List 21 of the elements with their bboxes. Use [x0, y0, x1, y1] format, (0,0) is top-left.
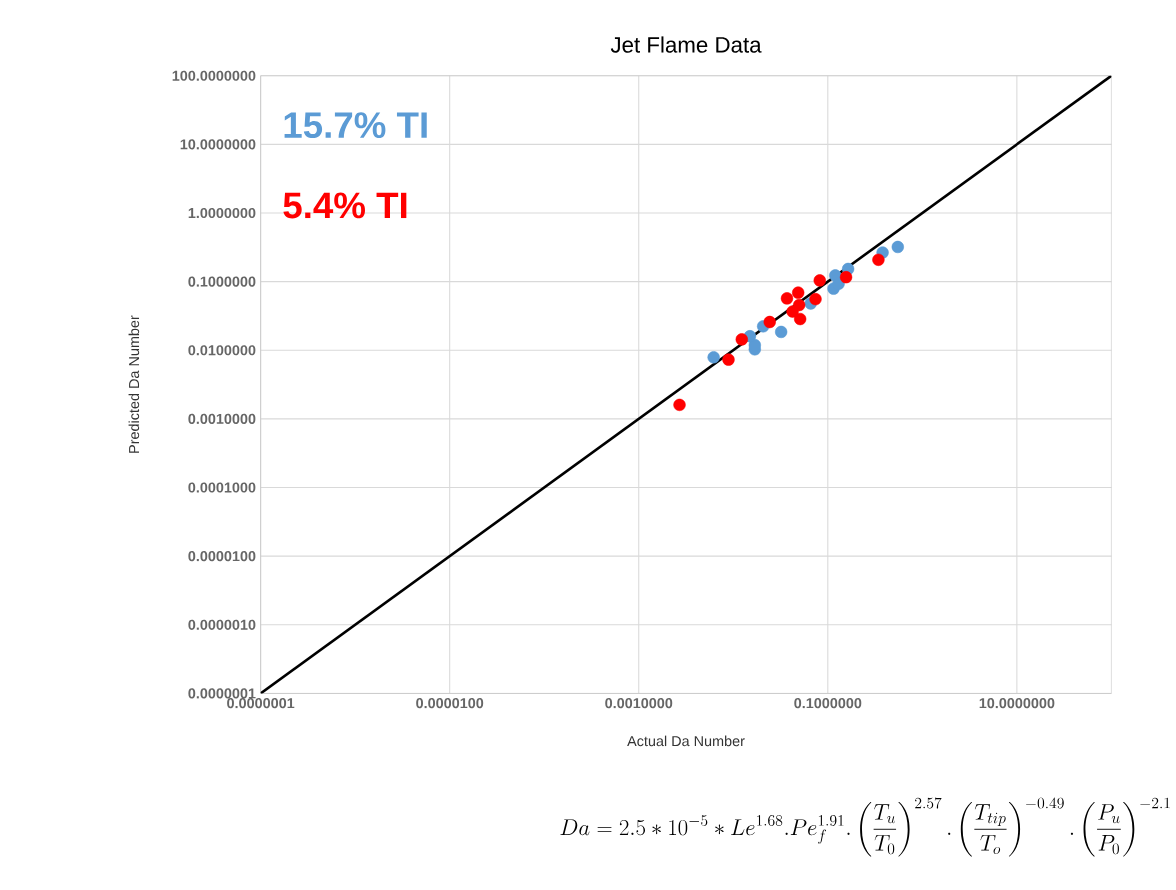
- y-tick-label: 10.0000000: [180, 139, 256, 150]
- x-tick-label: 0.0000100: [416, 698, 484, 709]
- text: 5.4% TI: [283, 192, 407, 219]
- y-tick-label: 0.0000001: [188, 688, 256, 699]
- x-tick-label: 0.0010000: [605, 698, 673, 709]
- x-tick-label: 0.0000001: [227, 698, 295, 709]
- y-axis-title: Predicted Da Number: [128, 315, 140, 453]
- x-axis-title: Actual Da Number: [627, 735, 745, 747]
- y-tick-label: 0.1000000: [188, 276, 256, 287]
- y-tick-label: 100.0000000: [172, 70, 256, 81]
- y-tick-label: 1.0000000: [188, 207, 256, 219]
- text: $Da = 2.5 \ast 10^{-5} \ast Le^{1.68} . Pe_f^{1.91} . \left(\frac{T_u}{T_0}\right)^{2.57} . \left(\frac{T_{tip}}{T_o}\right)^{-0.49} . \left(\frac{P_u}{P_0}\right)^{-2.1}$: [560, 797, 1170, 857]
- y-tick-label: 0.0010000: [188, 413, 256, 424]
- x-tick-label: 10.0000000: [979, 698, 1055, 709]
- y-tick-label: 0.0100000: [188, 345, 256, 356]
- y-tick-label: 0.0001000: [188, 482, 256, 493]
- y-tick-label: 0.0000100: [188, 551, 256, 562]
- chart-title: Jet Flame Data: [610, 36, 762, 53]
- x-tick-label: 0.1000000: [794, 698, 862, 709]
- text: 15.7% TI: [284, 112, 427, 139]
- y-tick-label: 0.0000010: [188, 619, 256, 630]
